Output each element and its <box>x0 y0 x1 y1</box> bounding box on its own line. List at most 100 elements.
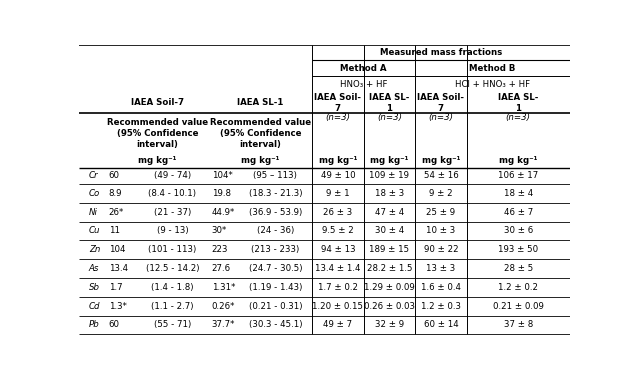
Text: mg kg⁻¹: mg kg⁻¹ <box>370 156 409 165</box>
Text: Method B: Method B <box>469 64 516 73</box>
Text: 1.20 ± 0.15: 1.20 ± 0.15 <box>313 302 363 311</box>
Text: 49 ± 7: 49 ± 7 <box>323 320 353 329</box>
Text: mg kg⁻¹: mg kg⁻¹ <box>318 156 357 165</box>
Text: 18 ± 3: 18 ± 3 <box>375 189 404 198</box>
Text: 0.26 ± 0.03: 0.26 ± 0.03 <box>364 302 415 311</box>
Text: 8.9: 8.9 <box>109 189 122 198</box>
Text: Co: Co <box>89 189 100 198</box>
Text: 1.2 ± 0.2: 1.2 ± 0.2 <box>498 283 538 292</box>
Text: 47 ± 4: 47 ± 4 <box>375 208 404 217</box>
Text: Zn: Zn <box>89 245 100 254</box>
Text: 19.8: 19.8 <box>211 189 230 198</box>
Text: 9 ± 1: 9 ± 1 <box>326 189 349 198</box>
Text: 60: 60 <box>109 171 120 180</box>
Text: 189 ± 15: 189 ± 15 <box>369 245 410 254</box>
Text: 1.29 ± 0.09: 1.29 ± 0.09 <box>364 283 415 292</box>
Text: (21 - 37): (21 - 37) <box>154 208 191 217</box>
Text: 9 ± 2: 9 ± 2 <box>429 189 453 198</box>
Text: (101 - 113): (101 - 113) <box>148 245 196 254</box>
Text: HNO₃ + HF: HNO₃ + HF <box>340 80 387 89</box>
Text: Method A: Method A <box>341 64 387 73</box>
Text: Cr: Cr <box>89 171 99 180</box>
Text: mg kg⁻¹: mg kg⁻¹ <box>422 156 460 165</box>
Text: IAEA SL-
1: IAEA SL- 1 <box>369 93 410 113</box>
Text: (24.7 - 30.5): (24.7 - 30.5) <box>249 264 302 273</box>
Text: Recommended value
(95% Confidence
interval): Recommended value (95% Confidence interv… <box>210 118 311 149</box>
Text: 13 ± 3: 13 ± 3 <box>426 264 456 273</box>
Text: 30*: 30* <box>211 226 227 235</box>
Text: 0.26*: 0.26* <box>211 302 235 311</box>
Text: (n=3): (n=3) <box>506 113 530 122</box>
Text: IAEA Soil-7: IAEA Soil-7 <box>131 98 184 107</box>
Text: (n=3): (n=3) <box>377 113 402 122</box>
Text: 46 ± 7: 46 ± 7 <box>504 208 533 217</box>
Text: (n=3): (n=3) <box>325 113 351 122</box>
Text: (95 – 113): (95 – 113) <box>253 171 298 180</box>
Text: (1.1 - 2.7): (1.1 - 2.7) <box>151 302 194 311</box>
Text: mg kg⁻¹: mg kg⁻¹ <box>499 156 537 165</box>
Text: 94 ± 13: 94 ± 13 <box>320 245 355 254</box>
Text: (n=3): (n=3) <box>429 113 453 122</box>
Text: 223: 223 <box>211 245 228 254</box>
Text: 1.6 ± 0.4: 1.6 ± 0.4 <box>421 283 461 292</box>
Text: 13.4: 13.4 <box>109 264 128 273</box>
Text: (213 - 233): (213 - 233) <box>251 245 299 254</box>
Text: (1.19 - 1.43): (1.19 - 1.43) <box>249 283 302 292</box>
Text: 1.31*: 1.31* <box>211 283 235 292</box>
Text: 28 ± 5: 28 ± 5 <box>504 264 533 273</box>
Text: 1.2 ± 0.3: 1.2 ± 0.3 <box>421 302 461 311</box>
Text: As: As <box>89 264 99 273</box>
Text: (0.21 - 0.31): (0.21 - 0.31) <box>249 302 302 311</box>
Text: Pb: Pb <box>89 320 99 329</box>
Text: mg kg⁻¹: mg kg⁻¹ <box>139 156 177 165</box>
Text: (36.9 - 53.9): (36.9 - 53.9) <box>249 208 302 217</box>
Text: 54 ± 16: 54 ± 16 <box>423 171 458 180</box>
Text: 18 ± 4: 18 ± 4 <box>504 189 533 198</box>
Text: 26*: 26* <box>109 208 124 217</box>
Text: IAEA Soil-
7: IAEA Soil- 7 <box>417 93 465 113</box>
Text: 28.2 ± 1.5: 28.2 ± 1.5 <box>367 264 412 273</box>
Text: 109 ± 19: 109 ± 19 <box>370 171 410 180</box>
Text: 1.3*: 1.3* <box>109 302 127 311</box>
Text: 9.5 ± 2: 9.5 ± 2 <box>322 226 354 235</box>
Text: (18.3 - 21.3): (18.3 - 21.3) <box>249 189 302 198</box>
Text: mg kg⁻¹: mg kg⁻¹ <box>241 156 280 165</box>
Text: 0.21 ± 0.09: 0.21 ± 0.09 <box>492 302 544 311</box>
Text: (8.4 - 10.1): (8.4 - 10.1) <box>148 189 196 198</box>
Text: 44.9*: 44.9* <box>211 208 235 217</box>
Text: 1.7: 1.7 <box>109 283 122 292</box>
Text: 27.6: 27.6 <box>211 264 230 273</box>
Text: (30.3 - 45.1): (30.3 - 45.1) <box>249 320 302 329</box>
Text: 104: 104 <box>109 245 125 254</box>
Text: 37.7*: 37.7* <box>211 320 235 329</box>
Text: IAEA SL-
1: IAEA SL- 1 <box>498 93 539 113</box>
Text: 60: 60 <box>109 320 120 329</box>
Text: 30 ± 6: 30 ± 6 <box>504 226 533 235</box>
Text: Ni: Ni <box>89 208 98 217</box>
Text: 104*: 104* <box>211 171 232 180</box>
Text: 25 ± 9: 25 ± 9 <box>427 208 456 217</box>
Text: HCl + HNO₃ + HF: HCl + HNO₃ + HF <box>455 80 530 89</box>
Text: (24 - 36): (24 - 36) <box>257 226 294 235</box>
Text: 10 ± 3: 10 ± 3 <box>426 226 456 235</box>
Text: (49 - 74): (49 - 74) <box>154 171 191 180</box>
Text: 13.4 ± 1.4: 13.4 ± 1.4 <box>315 264 361 273</box>
Text: 37 ± 8: 37 ± 8 <box>504 320 533 329</box>
Text: 90 ± 22: 90 ± 22 <box>423 245 458 254</box>
Text: 193 ± 50: 193 ± 50 <box>498 245 538 254</box>
Text: 106 ± 17: 106 ± 17 <box>498 171 538 180</box>
Text: IAEA Soil-
7: IAEA Soil- 7 <box>315 93 361 113</box>
Text: Measured mass fractions: Measured mass fractions <box>380 48 502 57</box>
Text: 32 ± 9: 32 ± 9 <box>375 320 404 329</box>
Text: (9 - 13): (9 - 13) <box>156 226 188 235</box>
Text: 11: 11 <box>109 226 120 235</box>
Text: IAEA SL-1: IAEA SL-1 <box>237 98 284 107</box>
Text: 49 ± 10: 49 ± 10 <box>320 171 355 180</box>
Text: 26 ± 3: 26 ± 3 <box>323 208 353 217</box>
Text: 1.7 ± 0.2: 1.7 ± 0.2 <box>318 283 358 292</box>
Text: Cd: Cd <box>89 302 101 311</box>
Text: Recommended value
(95% Confidence
interval): Recommended value (95% Confidence interv… <box>107 118 208 149</box>
Text: Sb: Sb <box>89 283 100 292</box>
Text: (55 - 71): (55 - 71) <box>154 320 191 329</box>
Text: Cu: Cu <box>89 226 101 235</box>
